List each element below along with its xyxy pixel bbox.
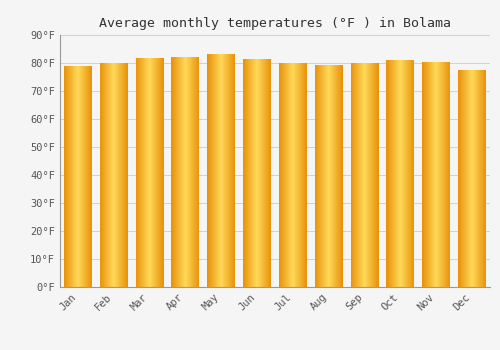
Title: Average monthly temperatures (°F ) in Bolama: Average monthly temperatures (°F ) in Bo… bbox=[99, 17, 451, 30]
